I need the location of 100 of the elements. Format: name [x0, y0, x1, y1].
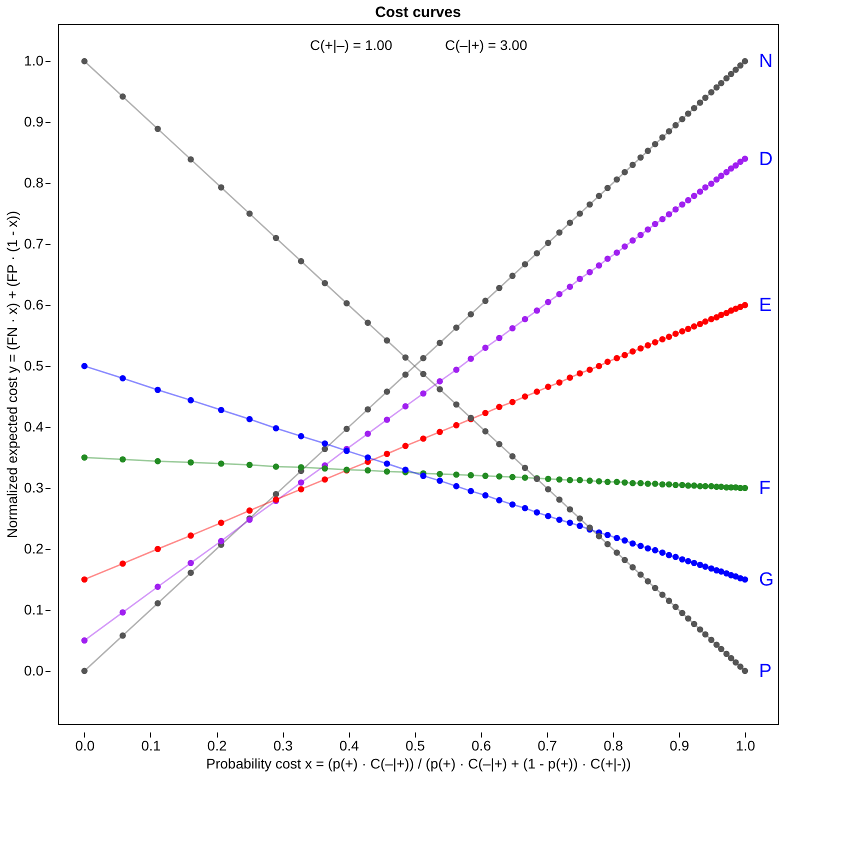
point	[188, 397, 194, 404]
point	[586, 269, 593, 276]
point	[742, 668, 748, 674]
point	[218, 520, 224, 526]
point	[522, 474, 528, 481]
point	[690, 620, 698, 628]
point	[644, 226, 652, 233]
point	[614, 250, 620, 256]
point	[272, 490, 280, 498]
point	[622, 556, 628, 564]
point	[246, 210, 253, 217]
point	[690, 323, 698, 330]
series-label: N	[758, 51, 773, 72]
point	[522, 393, 528, 400]
point	[496, 404, 502, 410]
point	[576, 370, 583, 377]
point	[364, 320, 371, 326]
point	[453, 471, 460, 478]
point	[566, 374, 574, 381]
x-tick-label: 0.5	[405, 738, 426, 754]
point	[732, 659, 739, 666]
x-tick-label: 0.3	[273, 738, 294, 754]
point	[737, 158, 744, 165]
point	[702, 564, 708, 570]
point	[666, 211, 672, 218]
point	[685, 197, 692, 204]
point	[556, 290, 563, 298]
point	[737, 62, 744, 69]
point	[596, 262, 602, 269]
point	[702, 318, 708, 325]
point	[154, 126, 161, 132]
point	[622, 243, 628, 250]
point	[644, 578, 652, 584]
y-tick-label: 0.7	[24, 236, 44, 252]
point	[696, 626, 704, 633]
point	[482, 472, 489, 479]
x-tick-label: 0.9	[670, 738, 690, 754]
point	[604, 358, 611, 365]
point	[522, 316, 528, 322]
point	[659, 134, 666, 141]
point	[604, 478, 611, 486]
point	[672, 330, 679, 337]
point	[496, 284, 502, 292]
point	[690, 560, 698, 566]
point	[679, 556, 686, 563]
point	[344, 426, 350, 432]
point	[298, 433, 304, 440]
point	[659, 592, 666, 598]
point	[652, 339, 658, 346]
point	[622, 537, 628, 544]
point	[604, 540, 611, 548]
y-tick-label: 0.6	[24, 296, 44, 313]
point	[556, 476, 563, 483]
point	[708, 89, 714, 96]
point	[652, 547, 658, 554]
point	[218, 406, 224, 414]
point	[576, 476, 583, 484]
point	[522, 261, 528, 268]
point	[630, 162, 636, 168]
point	[630, 540, 636, 547]
x-tick-label: 0.8	[604, 738, 624, 754]
point	[322, 476, 328, 483]
point	[420, 370, 426, 378]
point	[218, 460, 224, 467]
point	[672, 206, 679, 213]
point	[566, 220, 574, 226]
point	[154, 584, 161, 590]
point	[737, 664, 744, 670]
point	[81, 58, 88, 64]
point	[402, 354, 409, 361]
point	[652, 480, 658, 487]
point	[81, 576, 88, 583]
x-tick-label: 0.7	[538, 738, 558, 754]
point	[188, 570, 194, 576]
series-label: D	[758, 148, 773, 170]
point	[708, 180, 714, 187]
point	[534, 250, 540, 256]
point	[614, 550, 620, 556]
point	[679, 610, 686, 616]
y-tick-label: 1.0	[24, 52, 44, 69]
y-tick-label: 0.2	[24, 540, 44, 556]
point	[402, 403, 409, 410]
point	[544, 384, 552, 390]
point	[420, 354, 426, 362]
point	[566, 506, 574, 513]
point	[622, 169, 628, 176]
point	[713, 84, 720, 91]
point	[679, 328, 686, 334]
point	[364, 467, 371, 474]
point	[496, 440, 502, 448]
point	[436, 478, 443, 484]
point	[154, 600, 161, 606]
point	[566, 520, 574, 526]
point	[614, 176, 620, 183]
x-tick-label: 1.0	[736, 738, 756, 754]
point	[154, 458, 161, 464]
point	[742, 484, 748, 492]
point	[509, 453, 516, 460]
point	[666, 128, 672, 134]
point	[672, 604, 679, 610]
